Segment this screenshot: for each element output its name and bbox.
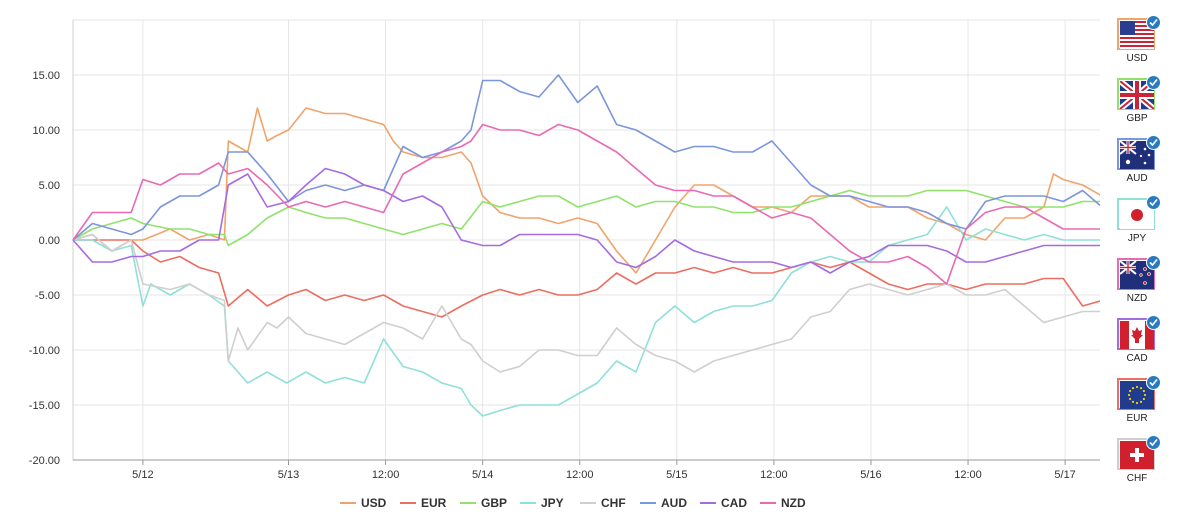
y-tick-label: 0.00 xyxy=(39,235,60,247)
y-tick-label: 10.00 xyxy=(32,125,60,137)
series-line-eur xyxy=(73,239,1100,318)
legend-label-eur: EUR xyxy=(421,496,447,510)
flag-frame xyxy=(1117,18,1155,50)
series-line-cad xyxy=(72,167,1100,274)
checkmark-icon[interactable] xyxy=(1146,15,1161,30)
legend-label-usd: USD xyxy=(361,496,387,510)
series-line-chf xyxy=(72,233,1100,373)
currency-code-label: JPY xyxy=(1127,233,1147,244)
y-tick-label: -10.00 xyxy=(29,345,60,357)
x-tick-label: 12:00 xyxy=(372,469,400,481)
x-tick-label: 5/13 xyxy=(278,469,299,481)
currency-toggle-nzd[interactable]: NZD xyxy=(1106,255,1168,318)
x-tick-label: 5/16 xyxy=(860,469,881,481)
x-tick-label: 12:00 xyxy=(760,469,788,481)
legend-label-jpy: JPY xyxy=(541,496,564,510)
flag-frame xyxy=(1117,198,1155,230)
flag-frame xyxy=(1117,258,1155,290)
legend-label-gbp: GBP xyxy=(481,496,507,510)
currency-toggle-usd[interactable]: USD xyxy=(1106,15,1168,78)
x-tick-label: 5/14 xyxy=(472,469,493,481)
currency-code-label: CAD xyxy=(1126,353,1148,364)
currency-code-label: GBP xyxy=(1126,113,1148,124)
checkmark-icon[interactable] xyxy=(1146,435,1161,450)
x-tick-label: 12:00 xyxy=(566,469,594,481)
usa-flag-icon xyxy=(1120,21,1154,49)
currency-code-label: EUR xyxy=(1126,413,1148,424)
series-line-jpy xyxy=(73,206,1100,417)
y-tick-label: 5.00 xyxy=(39,180,60,192)
legend-label-chf: CHF xyxy=(601,496,626,510)
checkmark-icon[interactable] xyxy=(1146,75,1161,90)
currency-toggle-gbp[interactable]: GBP xyxy=(1106,75,1168,138)
x-tick-label: 12:00 xyxy=(954,469,982,481)
flag-frame xyxy=(1117,378,1155,410)
new-zealand-flag-icon xyxy=(1120,261,1154,289)
currency-code-label: CHF xyxy=(1126,473,1148,484)
series-line-usd xyxy=(72,107,1100,274)
y-tick-label: -15.00 xyxy=(29,400,60,412)
x-tick-label: 5/12 xyxy=(132,469,153,481)
legend-label-nzd: NZD xyxy=(781,496,806,510)
legend-label-aud: AUD xyxy=(661,496,687,510)
x-tick-label: 5/17 xyxy=(1054,469,1075,481)
checkmark-icon[interactable] xyxy=(1146,375,1161,390)
currency-toggle-jpy[interactable]: JPY xyxy=(1106,195,1168,258)
series-line-gbp xyxy=(72,189,1100,247)
checkmark-icon[interactable] xyxy=(1146,195,1161,210)
x-tick-label: 5/15 xyxy=(666,469,687,481)
series-line-nzd xyxy=(72,123,1100,285)
series-line-aud xyxy=(72,74,1100,241)
currency-toggle-cad[interactable]: CAD xyxy=(1106,315,1168,378)
currency-toggle-aud[interactable]: AUD xyxy=(1106,135,1168,198)
checkmark-icon[interactable] xyxy=(1146,315,1161,330)
y-tick-label: -20.00 xyxy=(29,455,60,467)
japan-flag-icon xyxy=(1120,201,1154,229)
currency-code-label: NZD xyxy=(1126,293,1148,304)
legend-label-cad: CAD xyxy=(721,496,747,510)
currency-toggle-chf[interactable]: CHF xyxy=(1106,435,1168,498)
flag-frame xyxy=(1117,138,1155,170)
checkmark-icon[interactable] xyxy=(1146,255,1161,270)
currency-toggle-eur[interactable]: EUR xyxy=(1106,375,1168,438)
currency-code-label: USD xyxy=(1126,53,1148,64)
y-tick-label: -5.00 xyxy=(35,290,60,302)
y-tick-label: 15.00 xyxy=(32,70,60,82)
checkmark-icon[interactable] xyxy=(1146,135,1161,150)
currency-strength-chart: 15.00 10.00 5.00 0.00 -5.00 -10.00 -15.00 -20.0… xyxy=(29,19,1100,510)
currency-code-label: AUD xyxy=(1126,173,1148,184)
